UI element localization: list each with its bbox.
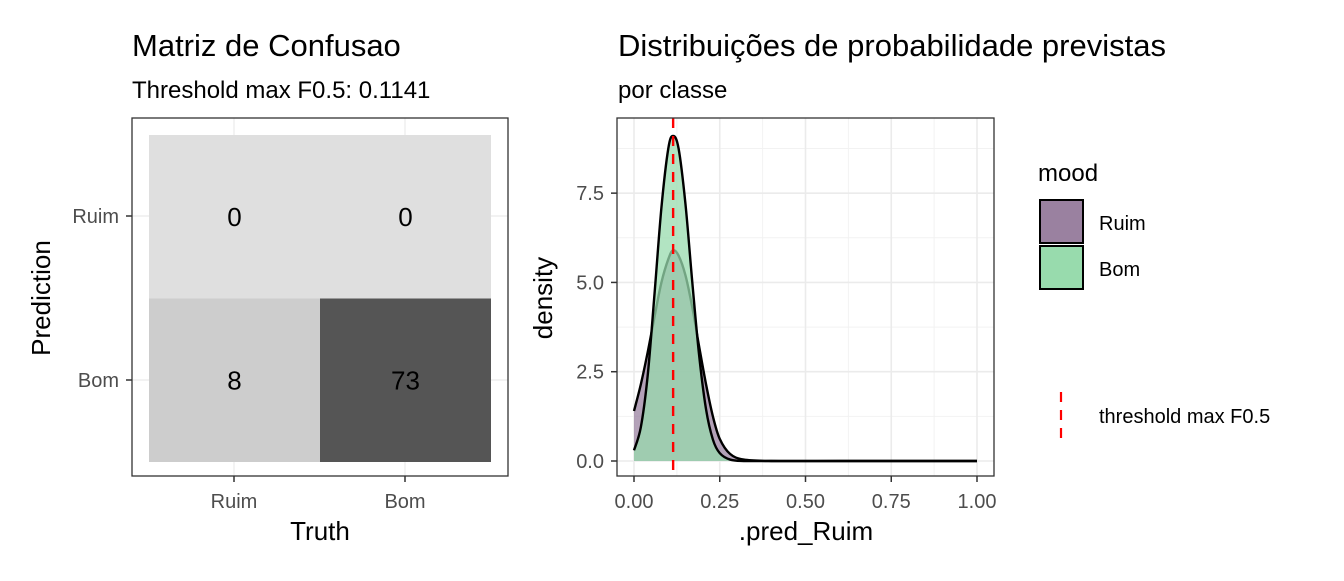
density-y-tick-label: 0.0 bbox=[576, 451, 604, 473]
legend-key-ruim bbox=[1039, 199, 1084, 244]
legend-label-ruim: Ruim bbox=[1099, 213, 1146, 235]
density-x-tick-label: 0.25 bbox=[700, 491, 739, 513]
cm-cell bbox=[149, 298, 320, 462]
density-y-tick-label: 7.5 bbox=[576, 183, 604, 205]
density-x-tick-label: 0.75 bbox=[872, 491, 911, 513]
cm-plot-border bbox=[131, 117, 509, 477]
cm-cell bbox=[320, 135, 491, 299]
cm-cells: 0 0 8 73 bbox=[149, 135, 491, 462]
legend-label-threshold: threshold max F0.5 bbox=[1099, 406, 1270, 428]
cm-cell-label: 0 bbox=[227, 202, 241, 232]
cm-subtitle: Threshold max F0.5: 0.1141 bbox=[132, 77, 430, 104]
density-x-tick-label: 0.50 bbox=[786, 491, 825, 513]
cm-x-tick-label: Bom bbox=[384, 491, 425, 513]
cm-y-tick-label: Ruim bbox=[72, 206, 119, 228]
cm-y-axis-title: Prediction bbox=[26, 240, 56, 356]
density-line-bom bbox=[632, 134, 977, 463]
cm-cell-label: 8 bbox=[227, 365, 241, 395]
cm-x-tick-label: Ruim bbox=[211, 491, 258, 513]
density-y-axis: density 0.0 2.5 5.0 7.5 bbox=[528, 183, 617, 473]
cm-y-axis: Ruim Bom Prediction bbox=[26, 206, 132, 392]
density-x-tick-label: 0.00 bbox=[615, 491, 654, 513]
density-x-tick-label: 1.00 bbox=[958, 491, 997, 513]
density-y-tick-label: 2.5 bbox=[576, 362, 604, 384]
legend: mood Ruim Bom threshold max F0.5 bbox=[1038, 160, 1270, 440]
cm-cell bbox=[320, 298, 491, 462]
density-y-axis-title: density bbox=[528, 257, 558, 339]
cm-cell-label: 0 bbox=[398, 202, 412, 232]
density-title: Distribuições de probabilidade previstas bbox=[618, 28, 1166, 63]
legend-key-bom bbox=[1039, 245, 1084, 290]
density-panel: Distribuições de probabilidade previstas… bbox=[528, 28, 1270, 546]
legend-label-bom: Bom bbox=[1099, 259, 1140, 281]
density-areas bbox=[632, 134, 977, 463]
legend-title: mood bbox=[1038, 160, 1098, 187]
density-x-axis: .pred_Ruim 0.00 0.25 0.50 0.75 1.00 bbox=[615, 476, 997, 546]
confusion-matrix-panel: Matriz de Confusao Threshold max F0.5: 0… bbox=[26, 28, 509, 546]
density-y-tick-label: 5.0 bbox=[576, 272, 604, 294]
cm-y-tick-label: Bom bbox=[78, 370, 119, 392]
density-area-bom bbox=[634, 136, 977, 462]
cm-x-axis-title: Truth bbox=[290, 516, 350, 546]
cm-x-axis: Ruim Bom Truth bbox=[211, 476, 426, 546]
cm-cell-label: 73 bbox=[391, 365, 420, 395]
cm-title: Matriz de Confusao bbox=[132, 28, 401, 63]
density-subtitle: por classe bbox=[618, 77, 727, 104]
density-x-axis-title: .pred_Ruim bbox=[739, 516, 873, 546]
cm-cell bbox=[149, 135, 320, 299]
